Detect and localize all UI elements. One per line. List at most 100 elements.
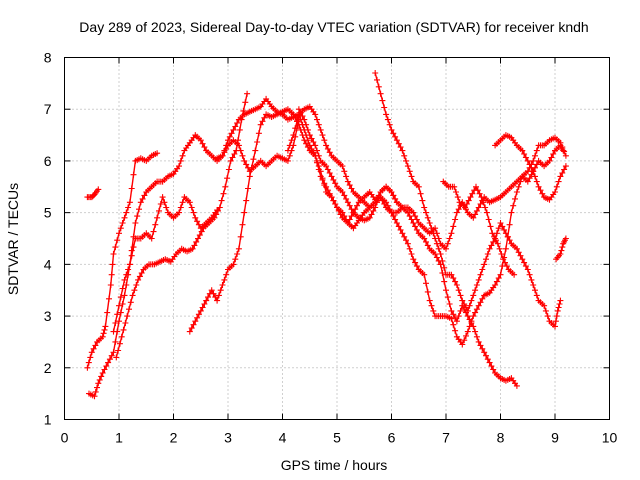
data-point-marker	[461, 337, 468, 344]
data-point-marker	[408, 216, 415, 223]
data-point-marker	[288, 137, 295, 144]
data-point-marker	[96, 376, 103, 383]
data-point-marker	[470, 323, 477, 330]
data-point-marker	[532, 173, 538, 180]
x-tick-label: 8	[497, 430, 505, 446]
data-point-marker	[217, 287, 224, 294]
data-point-marker	[136, 273, 143, 280]
data-point-marker	[448, 230, 455, 237]
data-point-marker	[388, 126, 395, 133]
data-point-marker	[412, 259, 419, 266]
data-point-marker	[404, 163, 411, 170]
data-point-marker	[450, 311, 457, 318]
data-point-marker	[499, 223, 506, 230]
data-point-marker	[463, 332, 469, 339]
data-point-marker	[159, 194, 166, 201]
data-point-marker	[254, 139, 261, 145]
x-tick-label: 4	[279, 430, 287, 446]
data-point-marker	[506, 221, 513, 228]
data-point-marker	[452, 278, 459, 285]
data-point-marker	[468, 297, 475, 304]
data-point-marker	[109, 261, 116, 268]
data-point-marker	[234, 251, 241, 257]
data-point-marker	[334, 204, 340, 211]
data-point-marker	[134, 213, 141, 220]
data-point-marker	[479, 266, 486, 273]
x-tick-label: 3	[224, 430, 232, 446]
data-point-marker	[284, 157, 291, 164]
data-point-marker	[197, 307, 204, 314]
data-point-marker	[317, 173, 324, 180]
data-point-marker	[477, 271, 484, 278]
data-point-marker	[494, 240, 501, 247]
data-point-marker	[95, 380, 102, 387]
data-point-marker	[384, 116, 391, 123]
data-point-marker	[102, 323, 109, 330]
data-point-marker	[485, 216, 492, 223]
x-tick-label: 6	[388, 430, 396, 446]
data-point-marker	[117, 225, 124, 232]
data-point-marker	[228, 130, 235, 137]
data-point-marker	[301, 116, 308, 123]
series-track-6	[186, 106, 567, 348]
data-point-marker	[544, 313, 551, 320]
data-point-marker	[473, 306, 480, 313]
data-point-marker	[176, 209, 182, 216]
y-tick-label: 5	[44, 205, 52, 221]
data-point-marker	[315, 121, 322, 128]
data-point-marker	[126, 199, 133, 206]
data-point-marker	[497, 271, 504, 278]
data-point-marker	[513, 189, 520, 195]
data-point-marker	[312, 111, 319, 118]
data-point-marker	[243, 197, 250, 204]
data-point-marker	[177, 204, 184, 211]
data-point-marker	[199, 304, 206, 311]
data-point-marker	[150, 228, 157, 235]
data-point-marker	[136, 206, 142, 213]
data-point-marker	[236, 126, 243, 133]
data-point-marker	[530, 282, 537, 288]
data-point-marker	[406, 245, 413, 252]
data-point-marker	[246, 173, 253, 180]
data-point-marker	[372, 204, 379, 211]
data-point-marker	[495, 225, 502, 232]
data-point-marker	[139, 195, 146, 202]
data-point-marker	[92, 342, 99, 349]
data-point-marker	[530, 168, 537, 175]
data-point-marker	[119, 301, 126, 307]
data-point-marker	[470, 313, 477, 320]
data-point-marker	[223, 271, 230, 278]
data-point-marker	[152, 221, 159, 228]
data-point-marker	[475, 338, 482, 345]
data-point-marker	[478, 194, 485, 201]
data-point-marker	[481, 349, 488, 356]
data-point-marker	[502, 259, 508, 266]
data-point-marker	[515, 249, 522, 256]
data-point-marker	[439, 270, 446, 276]
data-point-marker	[223, 142, 230, 149]
data-point-marker	[225, 137, 231, 144]
data-point-marker	[87, 354, 94, 361]
data-point-marker	[426, 297, 433, 304]
data-point-marker	[310, 149, 317, 156]
data-point-marker	[191, 242, 198, 249]
data-point-marker	[210, 290, 217, 297]
data-point-marker	[315, 152, 322, 159]
data-point-marker	[476, 190, 483, 197]
data-point-marker	[562, 163, 569, 170]
data-point-marker	[137, 199, 144, 206]
data-point-marker	[395, 140, 402, 147]
data-point-marker	[114, 237, 121, 244]
data-point-marker	[437, 251, 444, 257]
data-point-marker	[401, 152, 408, 159]
data-point-marker	[463, 304, 469, 311]
data-point-marker	[412, 213, 419, 220]
data-point-marker	[324, 187, 331, 194]
data-point-marker	[259, 118, 266, 125]
data-point-marker	[430, 307, 437, 314]
data-point-marker	[504, 233, 511, 240]
data-point-marker	[526, 271, 533, 278]
data-point-marker	[321, 180, 328, 187]
data-point-marker	[196, 232, 203, 239]
series-track-3	[86, 194, 221, 400]
